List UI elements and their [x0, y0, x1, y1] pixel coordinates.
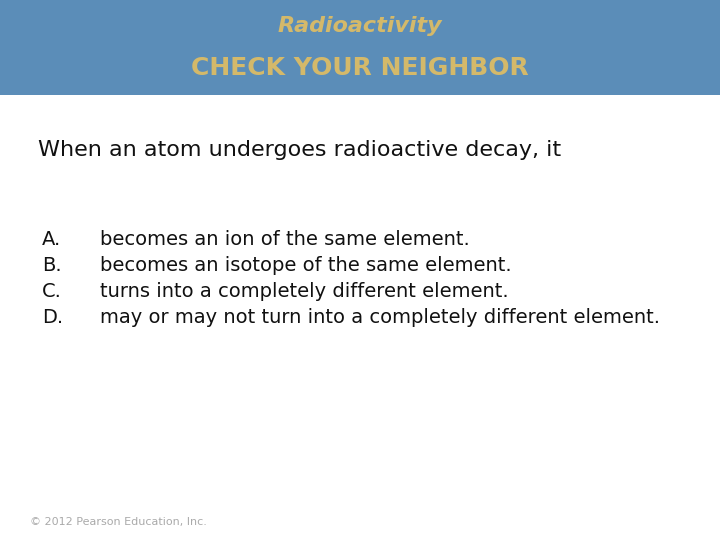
Text: D.: D.	[42, 308, 63, 327]
Text: When an atom undergoes radioactive decay, it: When an atom undergoes radioactive decay…	[38, 139, 561, 159]
Text: Radioactivity: Radioactivity	[278, 16, 442, 37]
Text: becomes an isotope of the same element.: becomes an isotope of the same element.	[100, 256, 512, 275]
Text: becomes an ion of the same element.: becomes an ion of the same element.	[100, 230, 469, 249]
Text: B.: B.	[42, 256, 62, 275]
Bar	[0, 0, 720, 94]
Text: © 2012 Pearson Education, Inc.: © 2012 Pearson Education, Inc.	[30, 517, 207, 527]
Text: turns into a completely different element.: turns into a completely different elemen…	[100, 282, 508, 301]
Text: C.: C.	[42, 282, 62, 301]
Text: may or may not turn into a completely different element.: may or may not turn into a completely di…	[100, 308, 660, 327]
Text: CHECK YOUR NEIGHBOR: CHECK YOUR NEIGHBOR	[191, 56, 529, 80]
Text: A.: A.	[42, 230, 61, 249]
